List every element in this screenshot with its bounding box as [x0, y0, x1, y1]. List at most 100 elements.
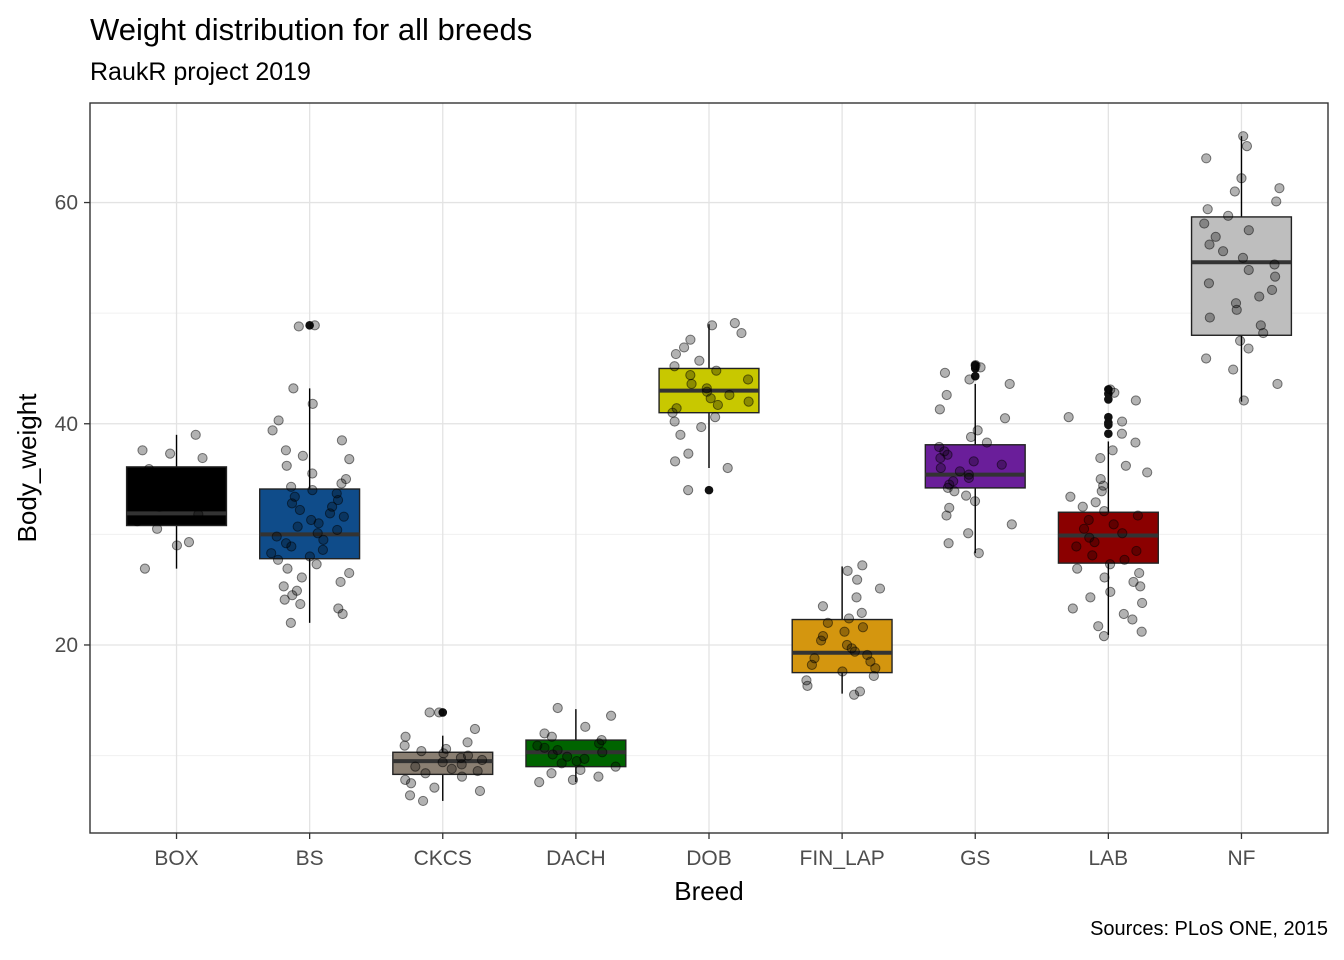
data-point [669, 416, 680, 427]
data-point [822, 617, 833, 628]
data-point [667, 407, 678, 418]
data-point [539, 742, 550, 753]
data-point [1201, 353, 1212, 364]
data-point [1271, 196, 1282, 207]
data-point [1210, 231, 1221, 242]
data-point [1204, 312, 1215, 323]
data-point [973, 548, 984, 559]
data-point [567, 774, 579, 786]
x-tick-label: GS [960, 847, 990, 870]
data-point [670, 348, 682, 360]
data-point [1272, 378, 1283, 390]
data-point [311, 559, 322, 570]
data-point [802, 680, 813, 691]
data-point [472, 765, 483, 777]
data-point [456, 759, 467, 770]
data-point [1270, 271, 1281, 282]
data-point [1202, 204, 1213, 215]
x-tick-label: CKCS [414, 847, 472, 870]
outlier-point [1104, 429, 1113, 439]
data-point [964, 374, 975, 385]
outlier-point [970, 371, 980, 381]
x-tick-label: DACH [546, 847, 606, 870]
data-point [1127, 614, 1138, 625]
data-point [935, 452, 946, 464]
data-point [1093, 621, 1104, 632]
data-point [1269, 259, 1280, 270]
data-point [417, 795, 429, 807]
outlier-point [704, 485, 714, 495]
outlier-point [438, 708, 448, 717]
data-point [209, 494, 220, 506]
box-ckcs [392, 708, 494, 801]
data-point [975, 362, 986, 373]
data-point [335, 576, 346, 588]
data-point [286, 541, 297, 552]
data-point [400, 774, 411, 786]
data-point [1254, 291, 1265, 302]
data-point [1071, 541, 1082, 552]
outlier-point [1104, 395, 1113, 404]
data-point [701, 383, 712, 394]
data-point [960, 490, 972, 501]
data-point [1274, 183, 1285, 194]
data-point [183, 537, 195, 548]
data-point [469, 723, 481, 735]
data-point [404, 790, 416, 801]
data-point [1201, 153, 1212, 164]
data-point [429, 782, 440, 793]
data-point [154, 501, 165, 512]
data-point [197, 452, 208, 464]
data-point [1116, 416, 1128, 427]
y-axis-title: Body_weight [12, 393, 42, 543]
data-point [729, 318, 740, 329]
data-point [1119, 554, 1130, 565]
data-point [1137, 597, 1148, 609]
data-point [954, 466, 966, 477]
data-point [547, 749, 558, 760]
data-point [556, 758, 567, 769]
data-point [288, 383, 299, 394]
box-box [125, 434, 228, 569]
data-point [944, 502, 955, 513]
data-point [400, 731, 411, 742]
data-point [705, 393, 716, 404]
data-point [610, 761, 621, 772]
chart-caption: Sources: PLoS ONE, 2015 [1090, 918, 1328, 940]
data-point [1087, 550, 1098, 561]
data-point [712, 399, 723, 411]
x-tick-label: LAB [1089, 847, 1129, 870]
data-point [1228, 364, 1239, 375]
data-point [1105, 586, 1116, 597]
data-point [132, 515, 143, 527]
x-tick-label: FIN_LAP [800, 847, 885, 870]
box-lab [1057, 385, 1159, 636]
data-point [678, 342, 690, 353]
data-point [1132, 510, 1143, 521]
data-point [949, 486, 960, 497]
data-point [1085, 592, 1096, 603]
data-point [312, 528, 323, 539]
data-point [934, 404, 945, 415]
data-point [575, 764, 586, 776]
data-point [669, 456, 681, 467]
data-point [1229, 186, 1240, 197]
data-point [1109, 387, 1120, 398]
data-point [318, 534, 329, 545]
data-point [1134, 567, 1145, 579]
data-point [292, 521, 303, 532]
data-point [669, 361, 680, 372]
x-axis-title: Breed [674, 876, 743, 906]
x-tick-label: NF [1227, 847, 1255, 870]
data-point [963, 469, 974, 480]
data-point [1243, 225, 1254, 236]
data-point [1067, 603, 1078, 614]
outlier-point [1104, 420, 1113, 430]
data-point [165, 448, 176, 459]
data-point [1243, 264, 1254, 276]
data-point [706, 320, 718, 331]
data-point [972, 425, 983, 436]
data-point [1204, 239, 1215, 250]
data-point [1107, 445, 1118, 456]
data-point [870, 663, 881, 674]
